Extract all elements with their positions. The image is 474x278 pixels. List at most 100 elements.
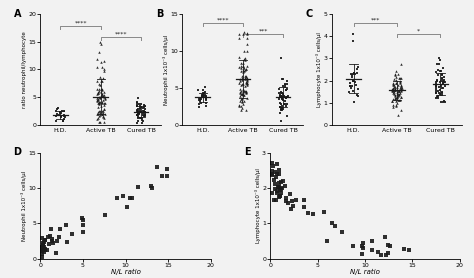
Point <box>195 105 202 109</box>
Text: ***: *** <box>371 17 380 22</box>
Point <box>39 243 47 248</box>
Point <box>133 104 141 108</box>
Point <box>198 94 205 98</box>
Point <box>135 111 143 116</box>
Point <box>275 168 283 172</box>
Point <box>238 97 246 101</box>
Point <box>277 108 285 112</box>
Point <box>438 86 446 91</box>
Point <box>60 116 67 121</box>
Point <box>433 78 441 82</box>
Text: *: * <box>417 28 420 33</box>
Point <box>240 30 248 35</box>
Point <box>272 198 279 202</box>
Point <box>395 98 403 102</box>
Point <box>94 90 101 95</box>
Point <box>134 109 142 113</box>
Point <box>240 65 248 70</box>
Point <box>283 95 291 100</box>
Point <box>240 93 248 97</box>
Point <box>99 98 107 103</box>
Point <box>395 92 402 97</box>
Point <box>95 110 102 115</box>
Point <box>434 73 442 77</box>
Point <box>390 81 397 85</box>
Point <box>277 119 284 124</box>
Point <box>38 252 46 256</box>
X-axis label: N/L ratio: N/L ratio <box>110 269 141 275</box>
Point <box>398 88 405 93</box>
Point <box>383 253 390 257</box>
Point <box>240 31 247 36</box>
Point <box>242 80 250 84</box>
Point <box>98 65 106 70</box>
Point <box>282 88 290 92</box>
Point <box>39 248 47 252</box>
Point <box>350 100 358 104</box>
Point <box>141 113 149 118</box>
Point <box>392 104 400 108</box>
Point <box>136 104 144 109</box>
Point <box>273 162 281 166</box>
Point <box>54 112 61 116</box>
Point <box>136 102 143 107</box>
Point <box>237 108 245 113</box>
Point <box>439 100 447 104</box>
Point <box>60 108 67 113</box>
Point <box>276 95 283 100</box>
Text: ***: *** <box>258 28 268 33</box>
Point <box>352 83 359 87</box>
Point <box>133 113 141 117</box>
Text: ****: **** <box>217 17 229 22</box>
Text: E: E <box>244 147 250 157</box>
Point <box>243 79 250 83</box>
Point <box>276 93 283 97</box>
Point <box>243 108 250 113</box>
Point <box>397 78 404 83</box>
Point <box>438 91 446 95</box>
Point <box>390 97 397 102</box>
Text: ****: **** <box>115 32 127 37</box>
Point <box>113 195 121 200</box>
Point <box>382 234 389 239</box>
Point <box>243 64 251 68</box>
Point <box>100 116 108 120</box>
Point <box>392 96 400 100</box>
Point <box>278 94 286 99</box>
Point <box>392 93 399 97</box>
Point <box>241 56 248 61</box>
Point <box>281 99 289 103</box>
Point <box>243 78 251 82</box>
Point <box>394 98 402 103</box>
Point <box>436 90 443 95</box>
Point <box>93 57 101 61</box>
Point <box>390 87 397 91</box>
Point <box>346 84 354 89</box>
Point <box>97 90 105 94</box>
Point <box>359 243 366 248</box>
Point <box>393 101 401 106</box>
Point <box>271 170 279 175</box>
Point <box>100 69 108 73</box>
Point <box>41 250 48 254</box>
Point <box>268 172 276 176</box>
Point <box>243 49 250 53</box>
Point <box>282 196 290 200</box>
Point <box>119 194 127 198</box>
Point <box>39 241 47 245</box>
Point <box>392 93 399 98</box>
Point <box>141 108 148 113</box>
Point <box>278 96 286 101</box>
Point <box>158 173 165 178</box>
Point <box>275 195 283 199</box>
Point <box>60 119 67 123</box>
Point <box>243 75 251 80</box>
Point <box>202 94 210 98</box>
Point <box>348 84 356 88</box>
Y-axis label: Neutrophil 1x10⁻³ cells/µl: Neutrophil 1x10⁻³ cells/µl <box>21 171 27 241</box>
Point <box>432 84 439 88</box>
Point <box>56 111 64 116</box>
Point <box>392 85 399 89</box>
Point <box>398 85 405 90</box>
Point <box>39 247 47 251</box>
